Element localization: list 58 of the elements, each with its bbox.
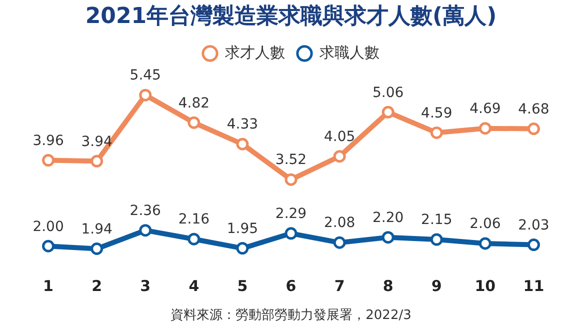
point <box>430 233 443 246</box>
data-label: 5.45 <box>130 68 161 84</box>
data-label: 2.00 <box>32 218 64 235</box>
data-label: 2.36 <box>130 202 162 219</box>
point <box>139 88 152 102</box>
x-tick-label: 4 <box>188 276 200 295</box>
point <box>139 224 152 237</box>
x-tick-label: 10 <box>474 276 496 295</box>
point <box>90 242 104 255</box>
data-label: 5.06 <box>372 84 404 101</box>
point <box>333 236 346 249</box>
point <box>284 173 298 186</box>
data-label: 1.94 <box>81 221 112 238</box>
data-label: 1.95 <box>226 220 258 237</box>
data-label: 3.52 <box>275 152 307 168</box>
point <box>478 237 492 250</box>
point <box>236 138 249 150</box>
x-tick-label: 5 <box>237 276 248 295</box>
data-label: 4.68 <box>518 101 550 118</box>
point <box>333 150 346 163</box>
x-tick-label: 11 <box>523 276 544 295</box>
chart-title: 2021年台灣製造業求職與求才人數(萬人) <box>84 3 498 31</box>
data-label: 4.59 <box>421 105 452 122</box>
x-tick-label: 1 <box>43 276 54 295</box>
point <box>236 242 249 255</box>
data-label: 4.33 <box>226 116 258 133</box>
data-label: 2.16 <box>178 212 210 228</box>
point <box>527 122 540 136</box>
point <box>188 232 200 246</box>
point <box>42 154 55 167</box>
data-label: 3.96 <box>32 132 64 149</box>
data-label: 2.20 <box>372 210 404 226</box>
point <box>188 116 200 129</box>
point <box>42 240 55 252</box>
point <box>382 106 394 118</box>
x-tick-label: 3 <box>140 276 151 295</box>
data-label: 4.05 <box>324 129 356 146</box>
point <box>527 238 540 252</box>
x-tick-label: 2 <box>92 276 102 295</box>
data-label: 2.08 <box>324 215 356 232</box>
point <box>478 122 492 135</box>
legend-label: 求才人數 <box>225 43 285 62</box>
data-label: 2.29 <box>275 206 307 222</box>
data-label: 2.06 <box>470 216 501 232</box>
source-note: 資料來源：勞動部勞動力發展署，2022/3 <box>170 307 412 325</box>
point <box>90 154 104 168</box>
point <box>382 231 394 244</box>
point <box>284 227 298 240</box>
legend-label: 求職人數 <box>320 43 380 62</box>
point <box>430 126 443 139</box>
data-label: 2.03 <box>518 217 550 234</box>
x-tick-label: 8 <box>382 276 394 295</box>
x-tick-label: 6 <box>286 276 296 295</box>
data-label: 2.15 <box>421 212 452 228</box>
x-tick-label: 7 <box>334 276 345 295</box>
data-label: 4.69 <box>470 100 501 117</box>
data-label: 4.82 <box>178 95 210 112</box>
x-tick-label: 9 <box>431 276 442 295</box>
